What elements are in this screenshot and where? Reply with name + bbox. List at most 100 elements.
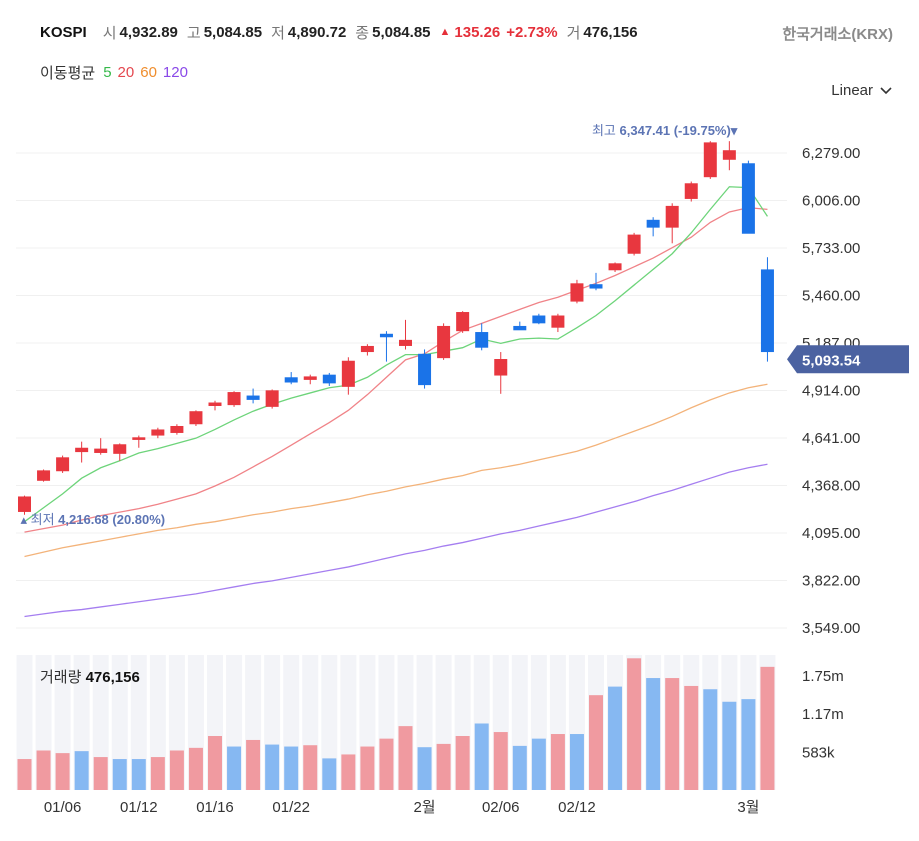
moving-average-legend: 이동평균 5 20 60 120 xyxy=(40,62,188,83)
candle xyxy=(703,141,717,179)
candle xyxy=(18,495,31,515)
x-tick-label: 02/12 xyxy=(558,799,596,816)
volume-column-bg xyxy=(149,655,166,790)
x-tick-label: 3월 xyxy=(737,799,759,816)
candle-body xyxy=(551,315,565,328)
volume-bar xyxy=(512,745,527,790)
candle xyxy=(627,232,641,256)
candle-body xyxy=(18,496,31,512)
y-tick-label: 4,095.00 xyxy=(802,525,860,542)
candle xyxy=(532,313,546,325)
volume-column-bg xyxy=(321,655,338,790)
ma-120-legend[interactable]: 120 xyxy=(162,64,188,81)
volume-bar xyxy=(322,758,337,790)
volume-bar xyxy=(741,699,756,790)
y-tick-label: 3,822.00 xyxy=(802,573,860,590)
candle-body xyxy=(75,447,89,453)
ma20-line xyxy=(24,206,768,533)
volume-bar xyxy=(760,666,775,790)
ma-60-legend[interactable]: 60 xyxy=(140,64,157,81)
volume-bar xyxy=(169,750,184,790)
volume-column-bg xyxy=(111,655,128,790)
candle-body xyxy=(132,437,146,440)
y-tick-label: 4,641.00 xyxy=(802,430,860,447)
volume-bar xyxy=(417,747,432,790)
chevron-down-icon xyxy=(880,86,892,94)
candle-body xyxy=(589,284,603,289)
candle-body xyxy=(303,376,317,380)
candle xyxy=(94,438,108,455)
candle-body xyxy=(608,263,622,271)
candle-body xyxy=(684,183,698,199)
volume-bar xyxy=(608,686,623,790)
candle-body xyxy=(94,448,108,453)
x-tick-label: 01/06 xyxy=(44,799,82,816)
ma60-line xyxy=(24,383,768,558)
volume-bar xyxy=(55,753,70,790)
scale-select[interactable]: Linear xyxy=(831,82,893,99)
candle xyxy=(360,344,374,356)
high-label: 고 xyxy=(186,24,201,42)
candle xyxy=(589,272,603,291)
volume-bar xyxy=(722,701,737,790)
volume-bar xyxy=(112,759,127,790)
y-tick-label: 6,006.00 xyxy=(802,193,860,210)
candle xyxy=(494,352,508,394)
ma-20-legend[interactable]: 20 xyxy=(117,64,135,81)
candle xyxy=(56,455,70,473)
candle-body xyxy=(284,377,298,383)
candle-body xyxy=(646,219,660,228)
volume-bar xyxy=(436,743,451,790)
ma120-line xyxy=(24,463,768,618)
y-tick-label: 5,733.00 xyxy=(802,240,860,257)
max-price-annotation: 최고 6,347.41 (-19.75%)▾ xyxy=(592,123,738,138)
candle xyxy=(684,181,698,202)
candle-body xyxy=(418,353,432,386)
candle xyxy=(722,141,736,171)
candle-body xyxy=(475,332,489,348)
candle xyxy=(513,321,527,331)
candle-body xyxy=(570,283,584,302)
up-arrow-icon: ▲ xyxy=(439,26,451,38)
volume-bar xyxy=(36,750,51,790)
ma5-line xyxy=(24,186,768,523)
volume-column-bg xyxy=(92,655,109,790)
candle xyxy=(646,217,660,237)
ma-5-legend[interactable]: 5 xyxy=(103,64,112,81)
volume-panel-label: 거래량 476,156 xyxy=(40,666,140,687)
candle xyxy=(456,311,470,333)
current-price-badge xyxy=(787,345,909,374)
candle xyxy=(551,313,565,333)
candle xyxy=(303,374,317,385)
volume-bar xyxy=(246,739,261,790)
candle xyxy=(113,443,127,461)
candle-body xyxy=(494,359,508,376)
candle xyxy=(37,469,51,482)
candle-body xyxy=(341,360,355,387)
volume-bar xyxy=(303,745,318,790)
volume-bar xyxy=(284,746,299,790)
candle-body xyxy=(437,325,451,359)
candle xyxy=(399,319,412,350)
volume-panel-title: 거래량 xyxy=(40,669,82,686)
candle xyxy=(208,400,222,411)
candle-body xyxy=(56,457,70,472)
candle xyxy=(418,349,432,389)
candle-body xyxy=(151,429,165,436)
close-value: 5,084.85 xyxy=(372,23,431,41)
open-value: 4,932.89 xyxy=(119,23,178,41)
candle xyxy=(760,257,774,362)
low-label: 저 xyxy=(271,24,285,42)
candle xyxy=(665,203,679,244)
volume-bar xyxy=(531,738,546,790)
candle-body xyxy=(513,325,527,331)
low-value: 4,890.72 xyxy=(287,23,347,41)
volume-bar xyxy=(627,658,642,790)
price-header: KOSPI 시 4,932.89 고 5,084.85 저 4,890.72 종… xyxy=(40,20,647,44)
candle xyxy=(741,160,755,234)
volume-bar xyxy=(188,747,203,790)
candle xyxy=(227,391,241,407)
candle-body xyxy=(37,470,51,481)
volume-bar xyxy=(398,726,413,790)
